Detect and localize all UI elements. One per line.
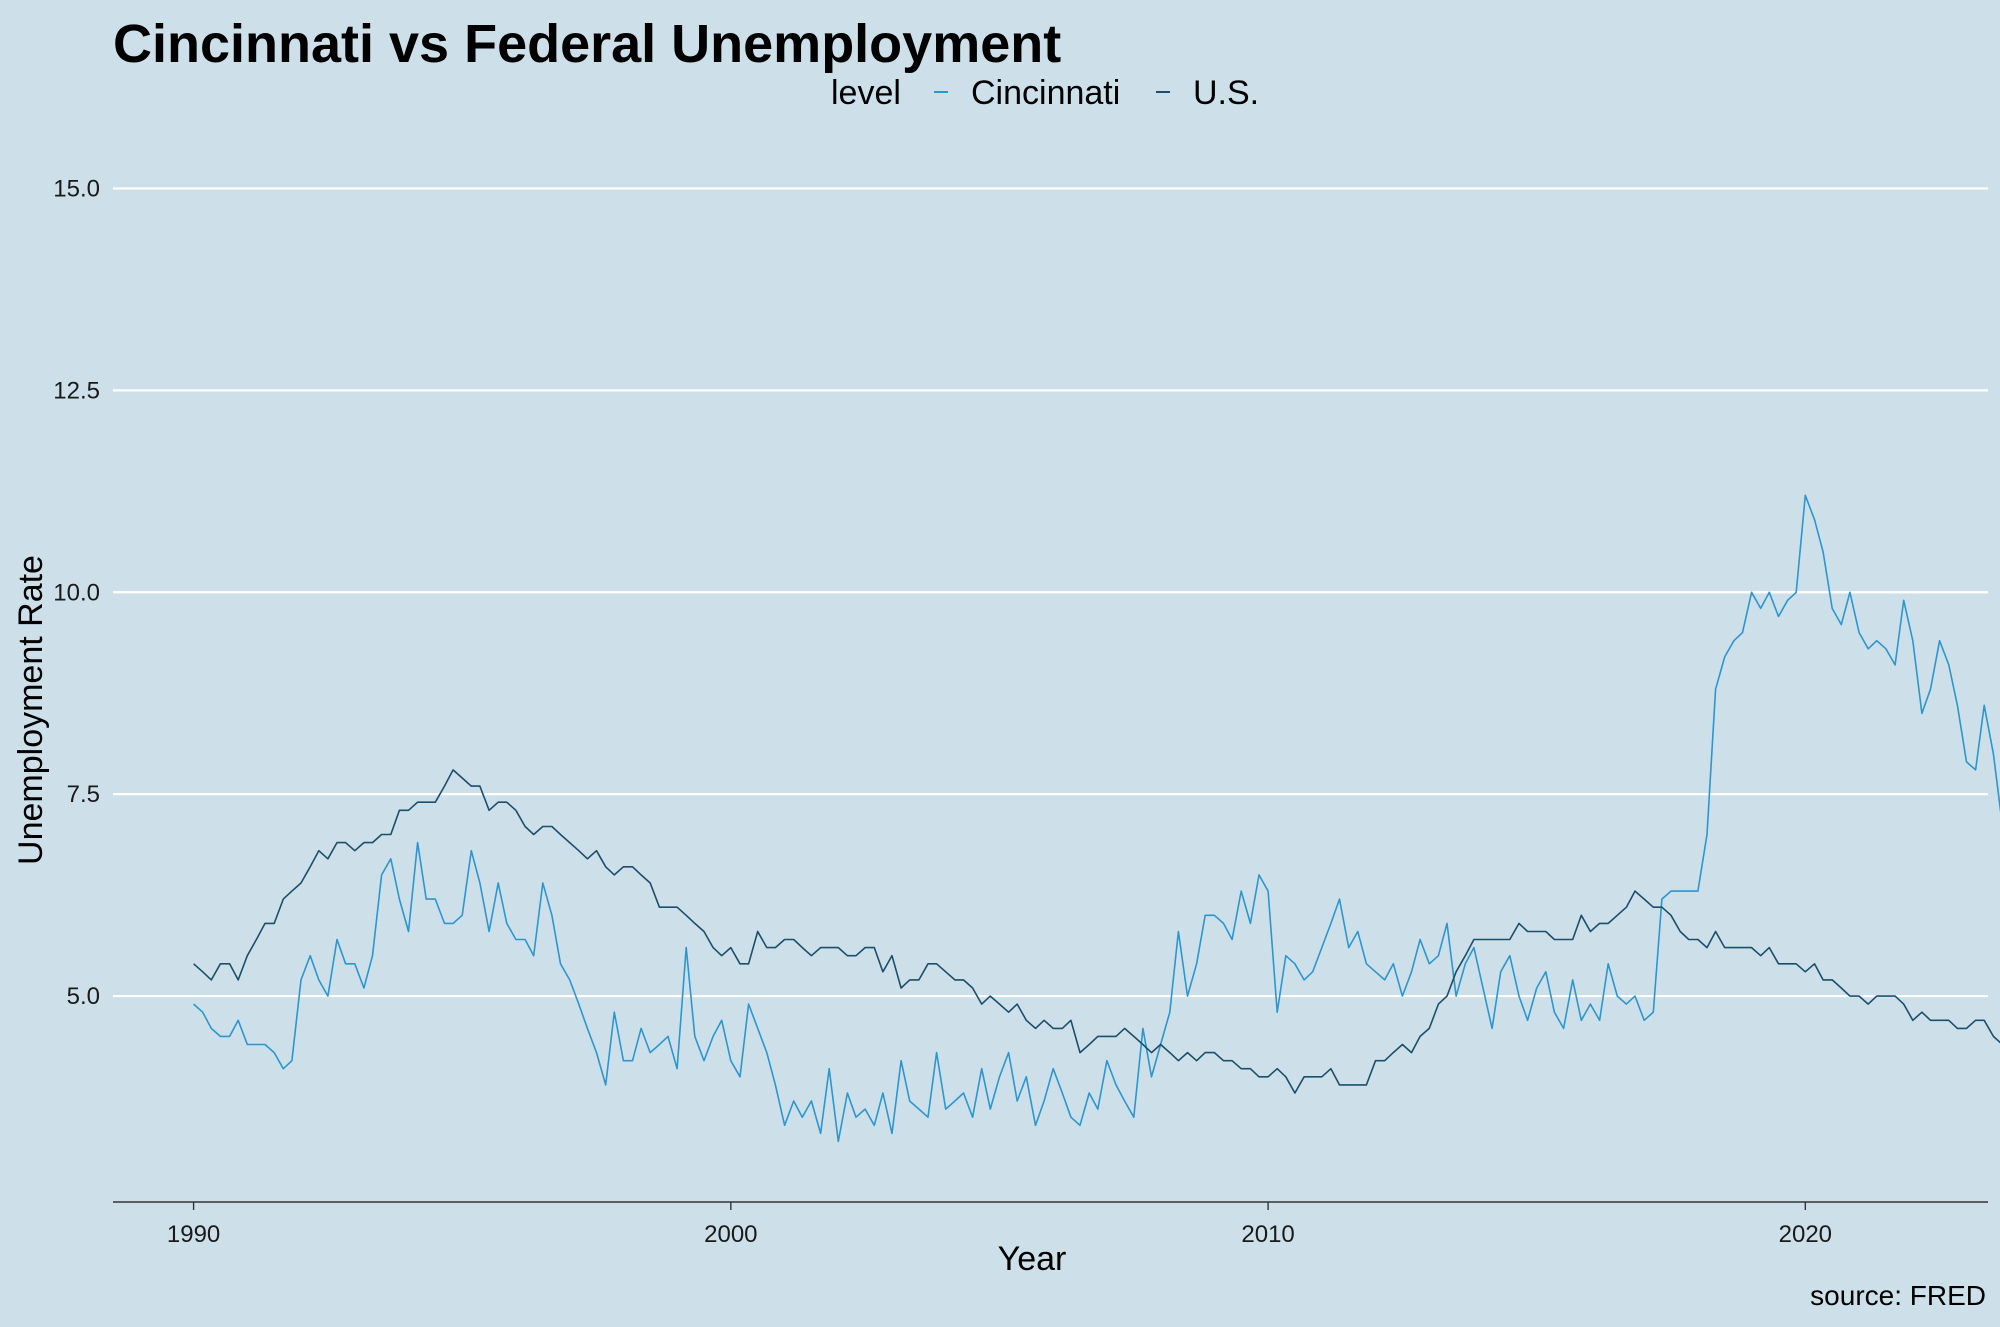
y-gridlines: [113, 187, 1988, 998]
legend: level Cincinnati U.S.: [831, 74, 1259, 112]
series-line-cincinnati: [193, 494, 2000, 1143]
x-tick-label: 1990: [167, 1221, 220, 1248]
y-tick-label: 10.0: [53, 579, 100, 606]
y-tick-labels: 5.0 7.5 10.0 12.5 15.0: [53, 175, 100, 1010]
legend-title: level: [831, 74, 901, 112]
x-tick-label: 2010: [1241, 1221, 1294, 1248]
series-layer: [193, 494, 2000, 1143]
y-tick-label: 12.5: [53, 377, 100, 404]
y-tick-label: 15.0: [53, 175, 100, 202]
x-tick-labels: 1990 2000 2010 2020: [167, 1202, 1832, 1248]
legend-label-cincinnati: Cincinnati: [971, 74, 1120, 112]
chart-title: Cincinnati vs Federal Unemployment: [113, 14, 1061, 74]
y-tick-label: 5.0: [67, 983, 100, 1010]
series-line-us: [193, 769, 2000, 1094]
chart-caption: source: FRED: [1810, 1280, 1986, 1311]
x-axis-title: Year: [998, 1240, 1067, 1278]
x-tick-label: 2020: [1779, 1221, 1832, 1248]
legend-label-us: U.S.: [1193, 74, 1259, 112]
y-axis-title: Unemployment Rate: [12, 555, 50, 865]
x-tick-label: 2000: [704, 1221, 757, 1248]
y-tick-label: 7.5: [67, 781, 100, 808]
